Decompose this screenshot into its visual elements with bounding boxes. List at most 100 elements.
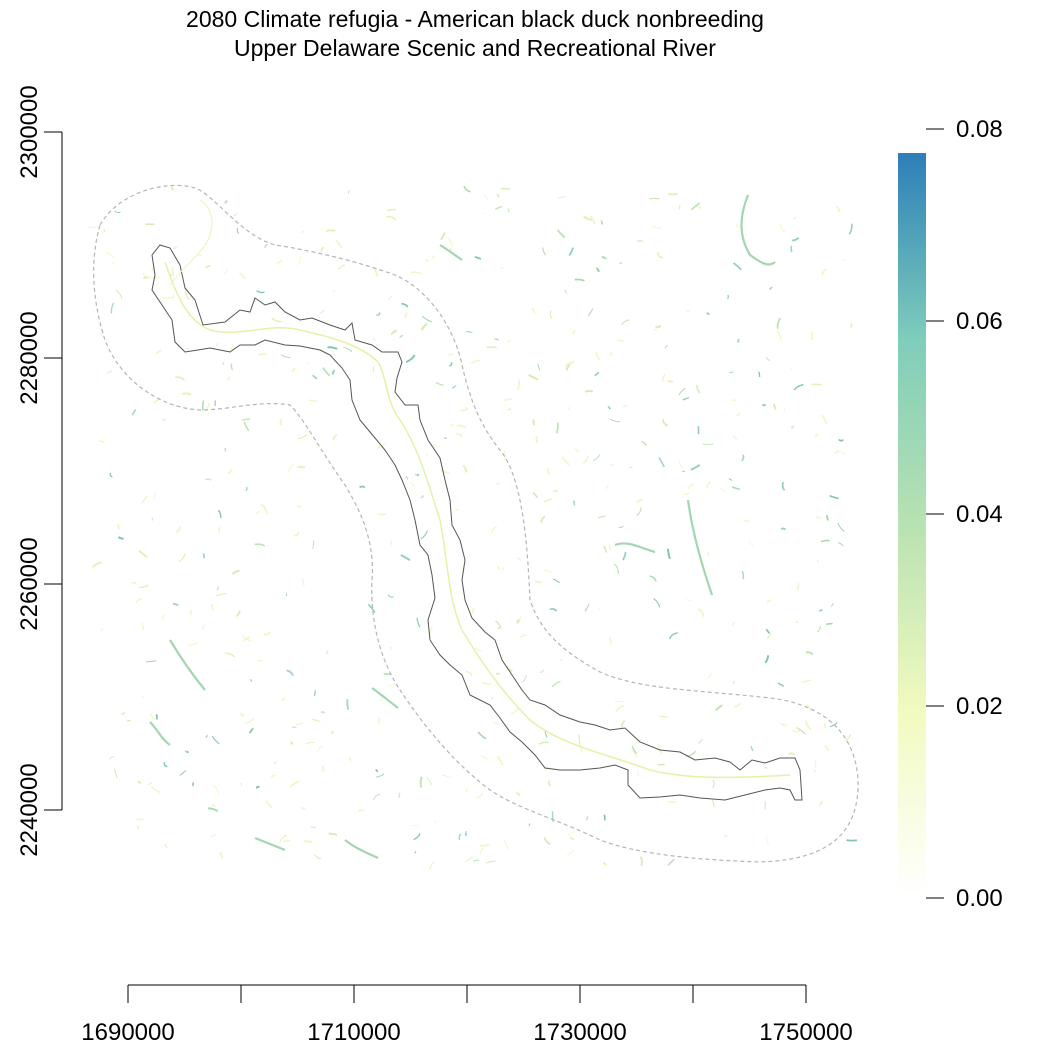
- habitat-patch: [758, 371, 761, 377]
- habitat-patch: [732, 680, 736, 685]
- habitat-patch: [330, 730, 334, 735]
- habitat-patch: [564, 360, 575, 367]
- habitat-patch: [372, 793, 381, 800]
- habitat-patch: [335, 239, 343, 249]
- habitat-patch: [447, 236, 453, 247]
- habitat-patch: [236, 227, 240, 234]
- habitat-patch: [227, 468, 233, 475]
- habitat-patch: [306, 361, 309, 365]
- habitat-patch: [496, 482, 501, 485]
- habitat-patch: [793, 383, 804, 391]
- habitat-patch: [838, 542, 844, 547]
- habitat-patch: [416, 617, 421, 628]
- habitat-patch: [98, 439, 105, 444]
- habitat-patch: [474, 647, 482, 653]
- habitat-patch: [377, 513, 387, 516]
- habitat-patch: [610, 463, 614, 467]
- habitat-patch: [236, 610, 241, 617]
- habitat-patch: [686, 750, 697, 757]
- map-title: 2080 Climate refugia - American black du…: [186, 6, 764, 32]
- habitat-patch: [164, 843, 168, 849]
- habitat-patch: [547, 468, 550, 475]
- habitat-patch: [557, 196, 566, 199]
- habitat-patch: [116, 523, 121, 530]
- habitat-patch: [609, 418, 621, 423]
- habitat-patch: [137, 780, 141, 784]
- habitat-patch: [829, 722, 838, 728]
- habitat-patch: [291, 726, 297, 729]
- habitat-patch: [820, 268, 827, 276]
- habitat-patch: [682, 396, 690, 401]
- habitat-patch: [501, 567, 505, 572]
- habitat-patch: [135, 818, 144, 821]
- habitat-patch: [138, 584, 150, 589]
- habitat-patch: [532, 419, 536, 426]
- habitat-patch: [572, 329, 576, 335]
- habitat-patch: [432, 256, 435, 260]
- habitat-patch: [493, 722, 501, 725]
- habitat-patch: [172, 293, 174, 299]
- habitat-patch: [743, 519, 750, 522]
- habitat-patch: [403, 312, 408, 319]
- habitat-patch: [731, 399, 737, 401]
- habitat-patch: [162, 613, 165, 620]
- habitat-patch: [653, 328, 659, 331]
- habitat-patch: [205, 265, 211, 269]
- habitat-patch: [732, 435, 738, 440]
- habitat-patch: [150, 786, 161, 794]
- habitat-patch: [256, 290, 265, 294]
- habitat-patch: [814, 759, 817, 769]
- habitat-patch: [567, 406, 570, 410]
- habitat-patch: [372, 336, 377, 342]
- habitat-patch: [332, 290, 336, 293]
- habitat-patch: [473, 859, 480, 862]
- habitat-patch: [291, 367, 296, 373]
- habitat-patch: [497, 627, 501, 629]
- habitat-patch: [328, 832, 338, 836]
- habitat-patch: [460, 407, 469, 412]
- habitat-patch: [239, 782, 243, 787]
- habitat-patch: [258, 353, 267, 356]
- habitat-patch: [297, 505, 302, 508]
- habitat-patch: [651, 225, 662, 229]
- habitat-patch: [376, 445, 382, 450]
- habitat-patch: [270, 773, 275, 778]
- habitat-patch: [135, 597, 143, 604]
- habitat-patch: [549, 310, 553, 319]
- habitat-patch: [206, 403, 210, 409]
- habitat-patch: [211, 735, 220, 745]
- habitat-patch: [448, 361, 453, 367]
- habitat-patch: [297, 255, 301, 266]
- habitat-patch: [114, 210, 121, 213]
- wetland-feature: [254, 836, 286, 852]
- habitat-patch: [500, 187, 511, 190]
- habitat-patch: [639, 856, 643, 867]
- habitat-patch: [850, 323, 853, 329]
- habitat-patch: [175, 376, 185, 381]
- habitat-patch: [273, 761, 277, 764]
- habitat-patch: [463, 185, 471, 193]
- habitat-patch: [410, 482, 416, 488]
- habitat-patch: [484, 194, 489, 201]
- habitat-patch: [659, 715, 669, 718]
- habitat-patch: [172, 245, 179, 251]
- habitat-patch: [471, 607, 475, 614]
- habitat-patch: [806, 703, 813, 713]
- habitat-patch: [727, 294, 729, 300]
- habitat-patch: [825, 622, 833, 626]
- habitat-patch: [720, 487, 726, 493]
- x-tick-label-1750000: 1750000: [759, 1019, 852, 1046]
- habitat-patch: [425, 259, 430, 262]
- habitat-patch: [465, 671, 473, 676]
- habitat-patch: [142, 273, 149, 279]
- habitat-patch: [476, 792, 484, 799]
- habitat-patch: [538, 741, 549, 745]
- habitat-patch: [842, 258, 846, 262]
- habitat-patch: [594, 371, 600, 377]
- habitat-patch: [346, 699, 350, 710]
- habitat-patch: [622, 551, 627, 561]
- habitat-patch: [539, 669, 545, 673]
- x-axis: 1690000 1710000 1730000 1750000: [81, 984, 853, 1046]
- habitat-patch: [170, 186, 174, 191]
- habitat-patch: [568, 247, 574, 256]
